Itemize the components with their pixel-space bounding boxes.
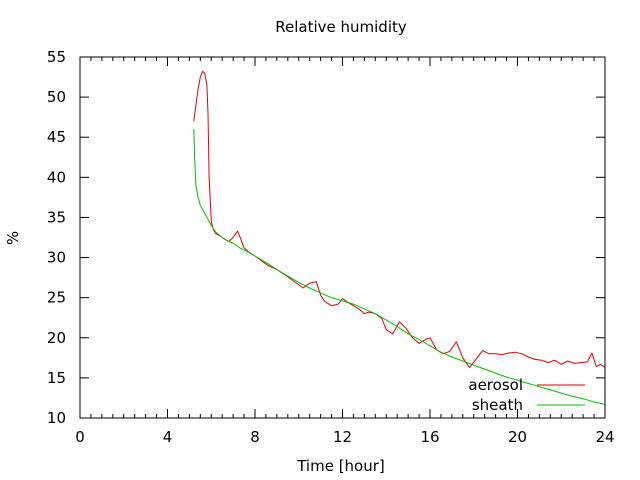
y-tick-label: 25 — [47, 289, 66, 307]
legend-label-sheath: sheath — [472, 396, 523, 414]
x-tick-label: 0 — [75, 428, 85, 446]
plot-frame — [79, 56, 606, 419]
y-tick-label: 15 — [47, 369, 66, 387]
y-tick-label: 45 — [47, 128, 66, 146]
axis-ticks: 0 4 8 12 16 20 24 10 15 20 25 30 35 40 45 50 55 — [47, 48, 615, 446]
x-tick-label: 4 — [163, 428, 173, 446]
y-tick-label: 30 — [47, 249, 66, 267]
y-tick-label: 55 — [47, 48, 66, 66]
plot-area — [193, 70, 606, 405]
x-tick-label: 24 — [595, 428, 614, 446]
y-tick-label: 10 — [47, 409, 66, 427]
x-axis-label: Time [hour] — [296, 457, 385, 475]
x-tick-label: 20 — [508, 428, 527, 446]
x-tick-label: 16 — [420, 428, 439, 446]
y-tick-label: 20 — [47, 329, 66, 347]
series-line-sheath — [193, 129, 606, 405]
series-line-aerosol — [193, 70, 606, 368]
y-tick-label: 50 — [47, 88, 66, 106]
x-tick-label: 12 — [333, 428, 352, 446]
chart-title: Relative humidity — [275, 18, 407, 36]
y-axis-label: % — [4, 231, 22, 245]
y-tick-label: 40 — [47, 168, 66, 186]
legend: aerosol sheath — [468, 376, 585, 414]
y-tick-label: 35 — [47, 208, 66, 226]
legend-label-aerosol: aerosol — [468, 376, 523, 394]
x-tick-label: 8 — [250, 428, 260, 446]
